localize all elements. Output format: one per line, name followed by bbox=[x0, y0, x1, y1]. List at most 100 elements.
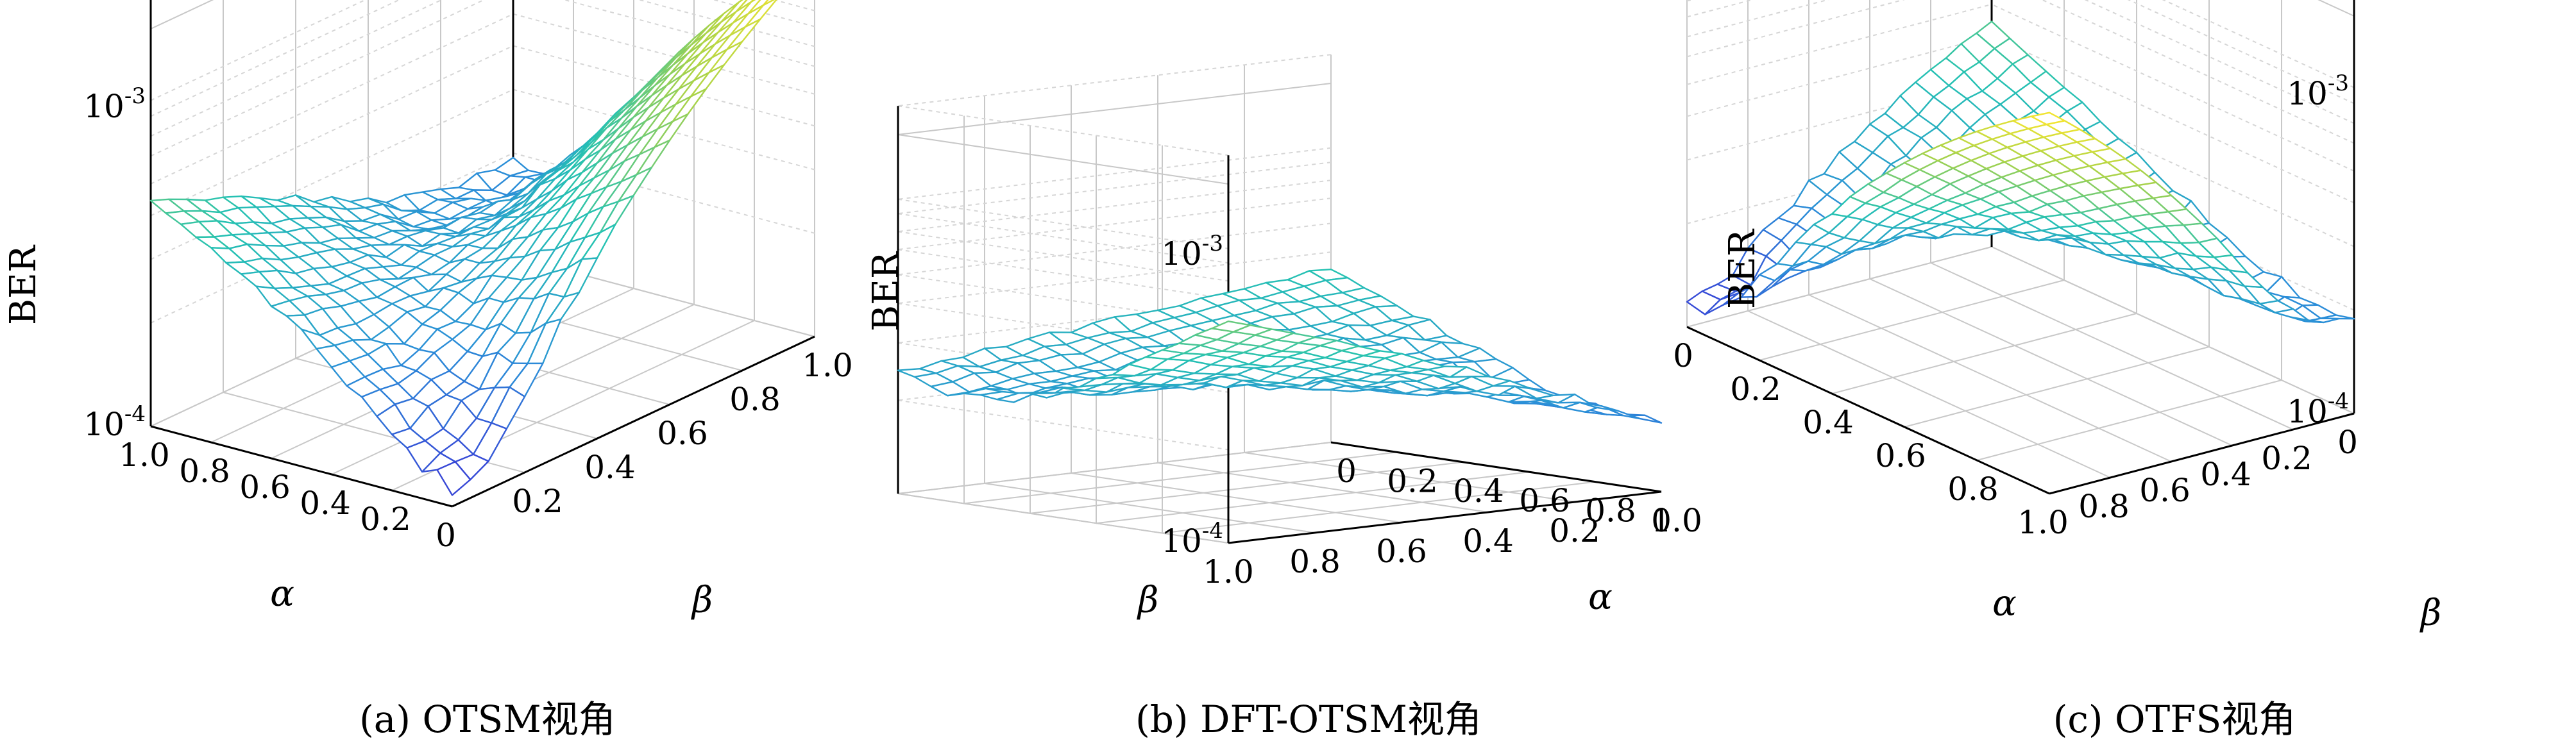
floor-axis-b bbox=[1330, 441, 1662, 493]
floor-axis-a bbox=[2049, 412, 2355, 495]
floor-axis-b bbox=[452, 335, 815, 508]
surface-cell bbox=[436, 461, 471, 496]
floor-grid-line bbox=[1930, 262, 2294, 430]
x-tick-label: 0.4 bbox=[300, 485, 351, 522]
tick-base: 10 bbox=[83, 88, 124, 125]
x-axis-label: α bbox=[1992, 583, 2017, 624]
axes-box bbox=[897, 54, 1662, 544]
surface-plot-dft-otsm: 1.0 0.8 0.6 0.4 0.2 01.00.80.60.40.2010-410-3… bbox=[865, 54, 1702, 621]
wall-grid-line bbox=[150, 88, 514, 260]
z-tick-label-1e-3: 10-3 bbox=[2287, 71, 2349, 112]
wall-grid-line bbox=[897, 105, 1229, 156]
z-axis-label: BER bbox=[865, 251, 907, 331]
x-tick-label: 0.4 bbox=[1462, 522, 1514, 560]
tick-labels: 1.0 0.8 0.6 0.4 0.2 00.20.40.60.81.010-410-3 bbox=[83, 83, 853, 554]
floor-grid-line bbox=[963, 451, 1398, 505]
wall-grid-line bbox=[513, 152, 815, 234]
surface-mesh bbox=[1686, 21, 2355, 324]
wall-grid-line bbox=[513, 13, 815, 95]
y-tick-label: 0.4 bbox=[584, 449, 636, 486]
x-tick-label: 1.0 bbox=[119, 437, 170, 474]
panel-otfs-view: 0 0.2 0.4 0.6 0.8 1.0 0.8 0.6 0.4 0.2 0 10-4 10-3 BER… bbox=[1673, 0, 2576, 739]
wall-grid-line bbox=[897, 222, 1332, 276]
wall-grid-line bbox=[150, 0, 486, 157]
surface-cell bbox=[1029, 390, 1069, 399]
caption-a: (a) OTSM视角 bbox=[359, 697, 616, 741]
x-axis-label: α bbox=[270, 573, 294, 615]
floor-grid-line bbox=[1096, 471, 1530, 524]
y-tick-label: 0.6 bbox=[2139, 472, 2190, 509]
y-tick-label: 0.2 bbox=[1387, 462, 1438, 499]
surface-cell bbox=[1471, 376, 1511, 387]
floor-axis-a bbox=[150, 425, 453, 508]
y-tick-label: 1.0 bbox=[2017, 504, 2069, 541]
wall-grid-line bbox=[150, 13, 514, 185]
wall-grid-line bbox=[897, 179, 1332, 233]
z-axis-label: BER bbox=[3, 244, 44, 325]
z-tick-label-1e-4: 10-4 bbox=[83, 401, 146, 443]
wall-grid-line bbox=[1686, 0, 1905, 58]
z-tick-label-1e-3: 10-3 bbox=[83, 83, 146, 125]
x-tick-label: 0.2 bbox=[1730, 371, 1781, 408]
y-tick-label: 1.0 bbox=[1651, 502, 1702, 539]
floor-grid-line bbox=[1976, 380, 2282, 461]
caption-c: (c) OTFS视角 bbox=[2053, 697, 2296, 741]
wall-grid-line bbox=[1991, 35, 2355, 204]
floor-grid-line bbox=[1991, 246, 2355, 414]
wall-grid-line bbox=[637, 0, 815, 47]
surface-plot-otsm: 1.0 0.8 0.6 0.4 0.2 00.20.40.60.81.010-410-3B… bbox=[3, 0, 853, 621]
y-axis-label: β bbox=[691, 580, 713, 621]
y-tick-label: 0.6 bbox=[1519, 482, 1570, 519]
tick-base: 10 bbox=[83, 406, 124, 443]
surface-mesh bbox=[897, 269, 1663, 424]
tick-base: 10 bbox=[2287, 393, 2328, 430]
z-tick-label-1e-4: 10-4 bbox=[2287, 388, 2349, 430]
wall-grid-line bbox=[1686, 35, 1992, 117]
x-tick-label: 0.6 bbox=[1376, 533, 1427, 570]
floor-grid-line bbox=[984, 483, 1316, 533]
wall-grid-line bbox=[897, 399, 1229, 451]
panel-otsm-view: 1.0 0.8 0.6 0.4 0.2 0 0.2 0.4 0.6 0.8 1.0 10-4 10-3 B… bbox=[0, 0, 860, 739]
floor-grid-line bbox=[897, 493, 1229, 544]
floor-grid-line bbox=[1759, 280, 2065, 361]
surface-cell bbox=[406, 440, 441, 473]
surface-cell bbox=[1514, 385, 1554, 399]
floor-grid-line bbox=[1686, 246, 1992, 328]
x-tick-label: 0.8 bbox=[1289, 543, 1341, 580]
y-tick-label: 0.8 bbox=[1585, 492, 1636, 530]
floor-grid-line bbox=[1808, 294, 2172, 462]
z-tick-label-1e-3: 10-3 bbox=[1161, 231, 1223, 272]
y-tick-label: 0.4 bbox=[1453, 472, 1504, 510]
y-tick-label: 0.8 bbox=[2078, 488, 2130, 525]
y-tick-label: 0.6 bbox=[657, 415, 708, 452]
wall-grid-line bbox=[150, 0, 214, 29]
floor-grid-line bbox=[1162, 481, 1596, 534]
tick-labels: 00.20.40.60.81.0 0.8 0.6 0.4 0.2 010-410-3 bbox=[1673, 71, 2358, 541]
wall-grid-line bbox=[897, 147, 1332, 200]
wall-grid-line bbox=[897, 251, 1332, 305]
panel-dft-otsm-view: 1.0 0.8 0.6 0.4 0.2 0 1.0 0.8 0.6 0.4 0.2 0 10-4 10-3… bbox=[860, 0, 1719, 739]
y-tick-label: 0.2 bbox=[512, 483, 563, 520]
wall-grid-line bbox=[1686, 0, 1754, 18]
x-tick-label: 0.6 bbox=[1875, 437, 1926, 474]
wall-grid-line bbox=[1686, 3, 1992, 85]
y-axis-label: β bbox=[2419, 592, 2441, 634]
wall-grid-line bbox=[2041, 0, 2355, 144]
x-tick-label: 0.2 bbox=[1549, 512, 1600, 549]
y-tick-label: 0.8 bbox=[729, 381, 781, 418]
wall-grid-line bbox=[150, 45, 514, 217]
wall-grid-line bbox=[2318, 0, 2355, 17]
tick-exponent: -4 bbox=[2328, 388, 2349, 414]
caption-b: (b) DFT-OTSM视角 bbox=[1135, 697, 1482, 741]
x-tick-label: 1.0 bbox=[1203, 553, 1254, 590]
wall-grid-line bbox=[897, 83, 1332, 135]
tick-exponent: -4 bbox=[124, 401, 146, 427]
floor-grid-line bbox=[1244, 452, 1575, 503]
floor-grid-line bbox=[897, 442, 1332, 494]
floor-grid-line bbox=[1831, 313, 2137, 394]
y-tick-label: 0.4 bbox=[2200, 456, 2251, 493]
wall-grid-line bbox=[897, 249, 1229, 300]
z-tick-label-1e-4: 10-4 bbox=[1161, 518, 1223, 560]
surface-mesh bbox=[149, 0, 777, 496]
tick-exponent: -4 bbox=[1202, 518, 1223, 544]
